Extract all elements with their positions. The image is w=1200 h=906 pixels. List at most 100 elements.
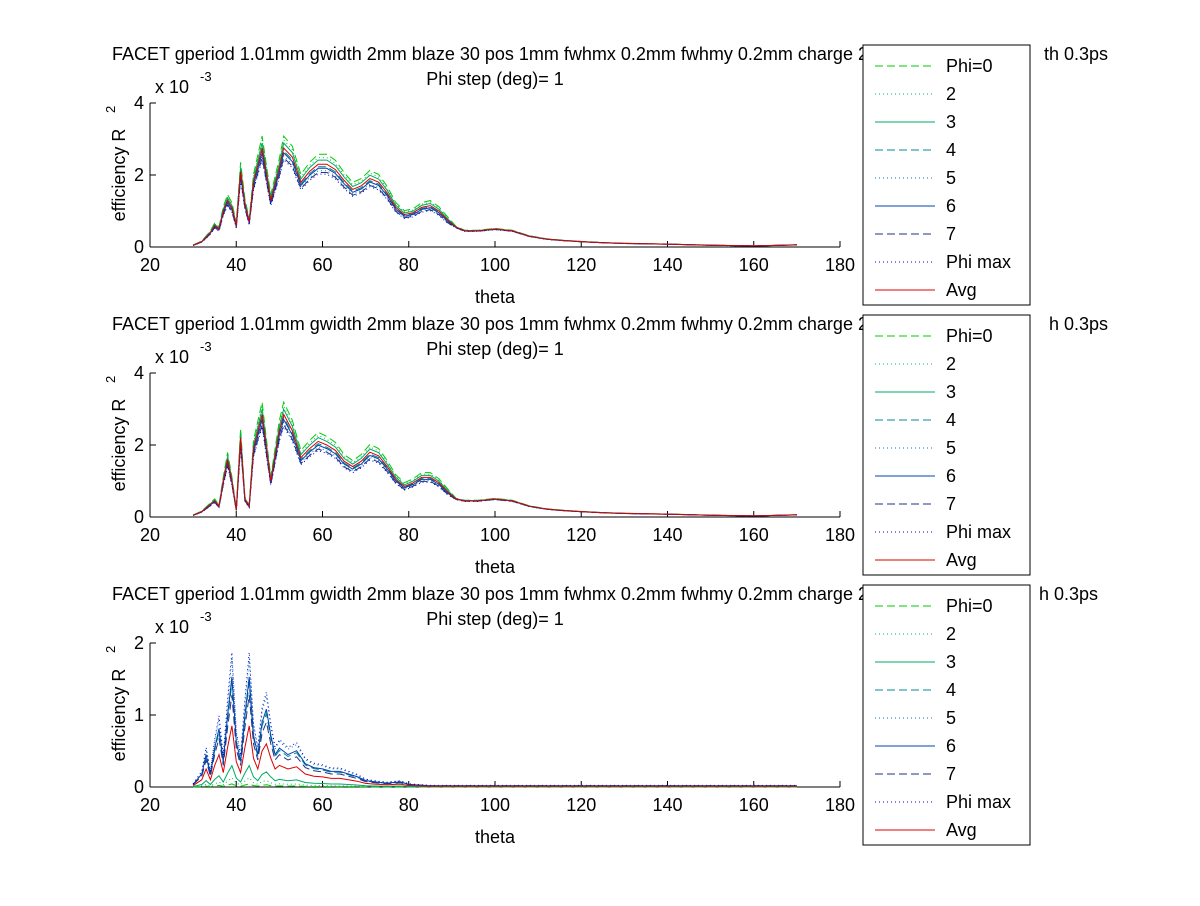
y-tick-label: 2	[134, 165, 144, 185]
x-tick-label: 180	[825, 255, 855, 275]
legend-entry: Phi=0	[946, 56, 993, 76]
multiplier-label: x 10	[155, 617, 189, 637]
legend-entry: 7	[946, 224, 956, 244]
legend-entry: Phi max	[946, 792, 1011, 812]
chart-title-suffix: th 0.3ps	[1044, 44, 1108, 64]
legend-entry: 2	[946, 84, 956, 104]
y-tick-label: 4	[134, 93, 144, 113]
chart-subtitle: Phi step (deg)= 1	[426, 609, 564, 629]
x-axis-label: theta	[475, 557, 516, 577]
legend-entry: Phi=0	[946, 596, 993, 616]
series-line-7	[192, 156, 797, 247]
legend-entry: Phi max	[946, 252, 1011, 272]
series-line-3	[192, 407, 797, 517]
legend-entry: 3	[946, 112, 956, 132]
legend-box	[862, 44, 1031, 306]
x-tick-label: 80	[399, 795, 419, 815]
subplot-2: FACET gperiod 1.01mm gwidth 2mm blaze 30…	[103, 314, 1108, 577]
x-tick-label: 20	[140, 795, 160, 815]
series-line-avg	[192, 146, 797, 247]
x-tick-label: 160	[739, 795, 769, 815]
chart-title-suffix: h 0.3ps	[1049, 314, 1108, 334]
x-tick-label: 100	[480, 255, 510, 275]
x-tick-label: 100	[480, 525, 510, 545]
legend-entry: 6	[946, 466, 956, 486]
legend-entry: 2	[946, 354, 956, 374]
multiplier-exponent: -3	[200, 69, 212, 84]
x-tick-label: 60	[312, 795, 332, 815]
series-line-4	[192, 416, 797, 517]
legend-entry: Avg	[946, 280, 977, 300]
series-line-2	[193, 777, 797, 788]
x-tick-label: 120	[566, 255, 596, 275]
legend-entry: Phi max	[946, 522, 1011, 542]
series-line-6	[192, 676, 797, 787]
series-line-4	[192, 682, 797, 787]
legend-entry: 3	[946, 652, 956, 672]
series-line-3	[192, 142, 797, 247]
y-axis-label-sup: 2	[103, 376, 118, 383]
legend-box	[862, 584, 1031, 846]
y-tick-label: 1	[134, 705, 144, 725]
series-line-avg	[192, 413, 797, 517]
legend-entry: Phi=0	[946, 326, 993, 346]
x-tick-label: 140	[652, 795, 682, 815]
y-axis-label-sup: 2	[103, 106, 118, 113]
multiplier-label: x 10	[155, 347, 189, 367]
subplot-3: FACET gperiod 1.01mm gwidth 2mm blaze 30…	[103, 584, 1098, 847]
multiplier-label: x 10	[155, 77, 189, 97]
y-axis-label-group: efficiency R 2	[103, 376, 129, 492]
x-tick-label: 40	[226, 795, 246, 815]
chart-subtitle: Phi step (deg)= 1	[426, 69, 564, 89]
x-axis-label: theta	[475, 827, 516, 847]
legend-entry: 6	[946, 736, 956, 756]
legend-box	[862, 314, 1031, 576]
y-tick-label: 4	[134, 363, 144, 383]
series-line-4	[192, 149, 797, 247]
legend-entry: 3	[946, 382, 956, 402]
x-tick-label: 80	[399, 255, 419, 275]
x-tick-label: 140	[652, 525, 682, 545]
series-line-avg	[192, 725, 797, 787]
y-axis-label: efficiency R	[109, 129, 129, 222]
series-line-5	[192, 658, 797, 786]
x-tick-label: 160	[739, 525, 769, 545]
legend-entry: 5	[946, 438, 956, 458]
series-line-phi-0	[193, 783, 797, 788]
y-axis-label: efficiency R	[109, 669, 129, 762]
x-tick-label: 120	[566, 795, 596, 815]
x-tick-label: 100	[480, 795, 510, 815]
y-axis-label-group: efficiency R 2	[103, 106, 129, 222]
series-line-7	[192, 423, 797, 517]
multiplier-exponent: -3	[200, 339, 212, 354]
legend-entry: 5	[946, 168, 956, 188]
legend-entry: Avg	[946, 550, 977, 570]
y-axis-label: efficiency R	[109, 399, 129, 492]
chart-title-suffix: h 0.3ps	[1039, 584, 1098, 604]
x-tick-label: 80	[399, 525, 419, 545]
legend-entry: 4	[946, 680, 956, 700]
y-tick-label: 2	[134, 633, 144, 653]
legend-entry: 5	[946, 708, 956, 728]
chart-title: FACET gperiod 1.01mm gwidth 2mm blaze 30…	[112, 44, 888, 64]
y-axis-label-group: efficiency R 2	[103, 646, 129, 762]
legend-entry: Avg	[946, 820, 977, 840]
y-tick-label: 0	[134, 777, 144, 797]
x-axis-label: theta	[475, 287, 516, 307]
x-tick-label: 140	[652, 255, 682, 275]
chart-subtitle: Phi step (deg)= 1	[426, 339, 564, 359]
y-axis-label-sup: 2	[103, 646, 118, 653]
legend-entry: 4	[946, 410, 956, 430]
legend-entry: 7	[946, 764, 956, 784]
series-line-3	[192, 764, 797, 788]
y-tick-label: 2	[134, 435, 144, 455]
series-line-phi-max	[192, 652, 797, 786]
x-tick-label: 180	[825, 795, 855, 815]
x-tick-label: 60	[312, 255, 332, 275]
y-tick-label: 0	[134, 237, 144, 257]
chart-title: FACET gperiod 1.01mm gwidth 2mm blaze 30…	[112, 314, 888, 334]
series-line-phi-max	[192, 158, 797, 247]
x-tick-label: 40	[226, 525, 246, 545]
x-tick-label: 60	[312, 525, 332, 545]
